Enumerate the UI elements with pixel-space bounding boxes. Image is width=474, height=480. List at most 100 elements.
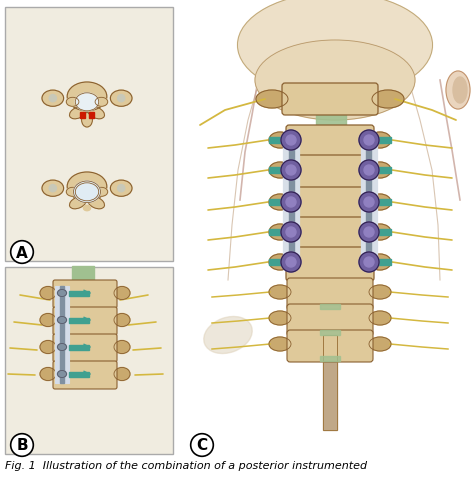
Ellipse shape	[114, 287, 130, 300]
Circle shape	[359, 131, 379, 151]
Ellipse shape	[453, 78, 467, 104]
Text: Fig. 1  Illustration of the combination of a posterior instrumented: Fig. 1 Illustration of the combination o…	[5, 460, 367, 470]
Ellipse shape	[83, 206, 91, 211]
Bar	[269, 200, 291, 205]
Ellipse shape	[369, 337, 391, 351]
Bar	[69, 345, 89, 350]
FancyBboxPatch shape	[286, 156, 374, 190]
Bar	[269, 168, 291, 174]
Bar	[320, 330, 340, 336]
Bar	[89, 112, 94, 119]
Bar	[289, 137, 294, 266]
FancyBboxPatch shape	[287, 330, 373, 362]
Circle shape	[359, 223, 379, 242]
FancyBboxPatch shape	[287, 278, 373, 311]
Ellipse shape	[67, 173, 107, 202]
Ellipse shape	[110, 91, 132, 107]
Ellipse shape	[82, 113, 92, 128]
Ellipse shape	[118, 96, 125, 103]
Ellipse shape	[269, 286, 291, 300]
Ellipse shape	[40, 368, 56, 381]
Ellipse shape	[42, 181, 64, 197]
Ellipse shape	[269, 133, 291, 149]
Bar	[55, 287, 69, 383]
Circle shape	[364, 166, 374, 176]
Bar	[269, 260, 291, 265]
FancyBboxPatch shape	[53, 334, 117, 362]
FancyBboxPatch shape	[286, 217, 374, 252]
Circle shape	[281, 252, 301, 273]
Bar	[369, 168, 391, 174]
Ellipse shape	[446, 72, 470, 110]
Bar	[5, 8, 173, 262]
Bar	[80, 112, 85, 119]
Ellipse shape	[369, 312, 391, 325]
Bar	[366, 137, 371, 266]
Ellipse shape	[57, 344, 66, 351]
FancyBboxPatch shape	[287, 304, 373, 336]
Bar	[5, 267, 173, 454]
Circle shape	[364, 198, 374, 207]
Circle shape	[359, 252, 379, 273]
Circle shape	[286, 257, 296, 267]
Circle shape	[364, 136, 374, 146]
Bar	[323, 336, 337, 430]
FancyBboxPatch shape	[286, 188, 374, 222]
Ellipse shape	[70, 107, 86, 120]
Ellipse shape	[269, 194, 291, 211]
Circle shape	[281, 161, 301, 180]
Bar	[269, 229, 291, 236]
FancyBboxPatch shape	[53, 307, 117, 336]
Ellipse shape	[269, 337, 291, 351]
FancyBboxPatch shape	[286, 248, 374, 281]
Bar	[369, 260, 391, 265]
Bar	[69, 372, 89, 377]
Bar	[320, 304, 340, 309]
Ellipse shape	[73, 181, 100, 203]
Ellipse shape	[114, 341, 130, 354]
Ellipse shape	[269, 225, 291, 240]
Ellipse shape	[369, 254, 391, 270]
Ellipse shape	[66, 98, 79, 107]
Ellipse shape	[75, 94, 99, 111]
Ellipse shape	[40, 341, 56, 354]
Ellipse shape	[75, 183, 99, 202]
Bar	[369, 229, 391, 236]
Ellipse shape	[237, 0, 432, 98]
Ellipse shape	[40, 287, 56, 300]
Text: B: B	[16, 438, 28, 453]
Ellipse shape	[255, 41, 415, 121]
Ellipse shape	[95, 98, 108, 107]
Ellipse shape	[369, 225, 391, 240]
Ellipse shape	[269, 163, 291, 179]
Bar	[323, 336, 337, 430]
FancyBboxPatch shape	[53, 280, 117, 308]
Ellipse shape	[369, 194, 391, 211]
Ellipse shape	[57, 317, 66, 324]
Ellipse shape	[57, 371, 66, 378]
Ellipse shape	[372, 91, 404, 109]
Ellipse shape	[88, 107, 104, 120]
Ellipse shape	[88, 197, 104, 209]
Circle shape	[286, 136, 296, 146]
Bar	[320, 356, 340, 361]
Bar	[316, 91, 346, 141]
Circle shape	[281, 192, 301, 213]
Bar	[361, 137, 377, 266]
FancyBboxPatch shape	[53, 361, 117, 389]
Circle shape	[286, 228, 296, 238]
Ellipse shape	[95, 188, 108, 197]
Circle shape	[364, 257, 374, 267]
Bar	[369, 200, 391, 205]
Text: C: C	[196, 438, 208, 453]
Circle shape	[364, 228, 374, 238]
Bar	[283, 137, 299, 266]
Ellipse shape	[110, 181, 132, 197]
Ellipse shape	[269, 312, 291, 325]
Text: A: A	[16, 245, 28, 260]
Ellipse shape	[57, 290, 66, 297]
Circle shape	[281, 131, 301, 151]
FancyBboxPatch shape	[282, 84, 378, 116]
Ellipse shape	[70, 197, 86, 209]
Ellipse shape	[118, 185, 125, 192]
